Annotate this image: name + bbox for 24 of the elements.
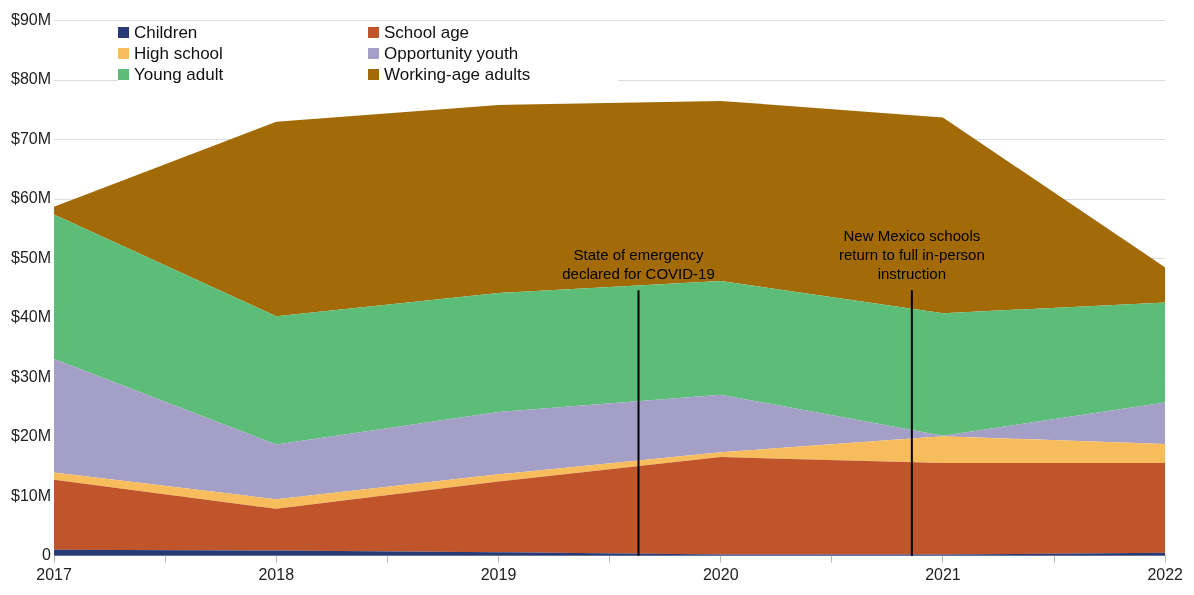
ref-line-label: State of emergency declared for COVID-19 <box>562 245 715 282</box>
legend-label: School age <box>384 22 470 43</box>
ref-line-label: New Mexico schools return to full in-person instruction <box>838 226 985 282</box>
y-tick-label: $70M <box>10 129 52 147</box>
y-tick-label: $20M <box>10 427 52 445</box>
y-tick-label: $80M <box>10 70 52 88</box>
legend-label: Working-age adults <box>384 64 531 85</box>
y-tick-label: $90M <box>10 11 52 29</box>
legend-label: Young adult <box>134 64 224 85</box>
x-tick-label: 2022 <box>1147 565 1184 583</box>
y-tick-label: $60M <box>10 189 52 207</box>
x-tick-label: 2020 <box>702 565 739 583</box>
y-tick-label: $40M <box>10 308 52 326</box>
x-tick-label: 2017 <box>36 565 72 583</box>
y-tick-label: $30M <box>10 367 52 385</box>
x-tick-label: 2019 <box>480 565 517 583</box>
x-tick-label: 2021 <box>925 565 961 583</box>
legend-label: Opportunity youth <box>384 43 519 64</box>
y-tick-label: $10M <box>10 486 52 504</box>
legend-label: High school <box>134 43 223 64</box>
y-tick-label: $50M <box>10 248 52 266</box>
x-tick-label: 2018 <box>258 565 295 583</box>
y-tick-label: 0 <box>42 546 52 564</box>
legend-label: Children <box>134 22 198 43</box>
